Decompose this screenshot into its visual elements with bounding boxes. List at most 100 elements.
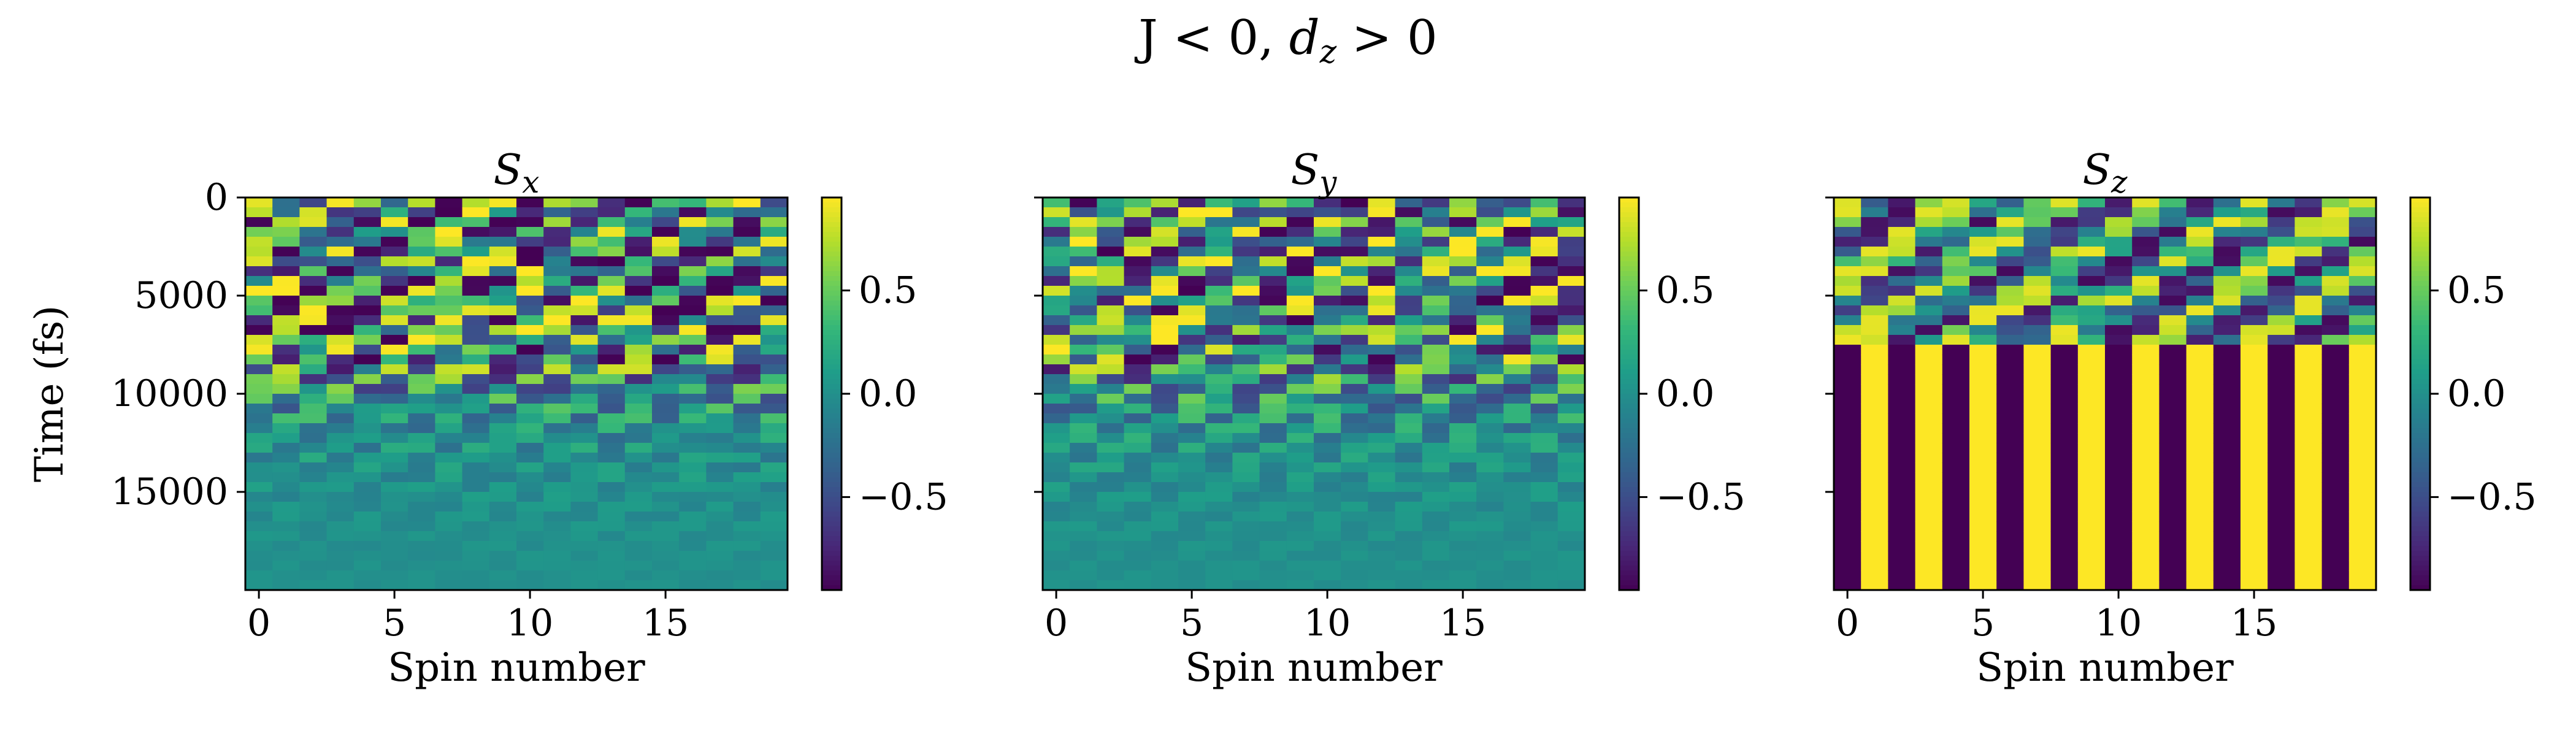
heatmap-cell [1232, 315, 1260, 326]
heatmap-cell [652, 315, 680, 326]
heatmap-cell [1097, 296, 1125, 306]
colorbar-step [2410, 482, 2430, 488]
heatmap-cell [624, 413, 653, 424]
heatmap-cell [1942, 394, 1970, 404]
colorbar-step [1619, 565, 1639, 571]
colorbar-step [2410, 305, 2430, 311]
heatmap-cell [462, 256, 490, 267]
colorbar-step [1619, 492, 1639, 497]
heatmap-cell [299, 551, 328, 561]
heatmap-cell [597, 472, 626, 483]
heatmap-cell [1476, 325, 1504, 335]
heatmap-cell [435, 345, 463, 355]
heatmap-cell [1395, 561, 1423, 571]
heatmap-cell [299, 345, 328, 355]
heatmap-cell [1395, 551, 1423, 561]
heatmap-cell [624, 521, 653, 532]
heatmap-cell [760, 413, 788, 424]
heatmap-cell [733, 394, 761, 404]
heatmap-cell [2159, 364, 2187, 375]
heatmap-cell [1043, 355, 1070, 365]
heatmap-cell [760, 443, 788, 453]
heatmap-cell [624, 482, 653, 493]
colorbar-step [822, 374, 841, 380]
heatmap-cell [516, 580, 544, 591]
heatmap-cell [1530, 462, 1558, 473]
heatmap-cell [299, 561, 328, 571]
heatmap-cell [353, 472, 381, 483]
heatmap-cell [408, 374, 435, 385]
heatmap-cell [1476, 394, 1504, 404]
heatmap-cell [1861, 531, 1888, 542]
heatmap-cell [624, 374, 653, 385]
heatmap-cell [1996, 492, 2024, 502]
heatmap-cell [624, 355, 653, 365]
heatmap-cell [245, 394, 273, 404]
colorbar-step [1619, 247, 1639, 252]
heatmap-cell [652, 492, 680, 502]
heatmap-cell [1969, 492, 1997, 502]
heatmap-cell [2023, 325, 2052, 335]
heatmap-cell [2294, 502, 2323, 512]
heatmap-cell [245, 296, 273, 306]
heatmap-cell [381, 197, 408, 208]
heatmap-cell [272, 217, 300, 228]
heatmap-cell [679, 492, 707, 502]
heatmap-cell [679, 305, 707, 316]
heatmap-cell [570, 570, 599, 581]
heatmap-cell [1341, 570, 1368, 581]
heatmap-cell [679, 394, 707, 404]
heatmap-cell [543, 247, 571, 257]
heatmap-cell [2241, 443, 2268, 453]
heatmap-cell [2348, 404, 2377, 414]
heatmap-cell [1070, 443, 1097, 453]
heatmap-cell [2348, 345, 2377, 355]
heatmap-cell [326, 315, 355, 326]
heatmap-cell [652, 197, 680, 208]
heatmap-cell [435, 433, 463, 443]
heatmap-cell [679, 541, 707, 551]
heatmap-cell [2321, 384, 2350, 394]
heatmap-cell [2213, 315, 2241, 326]
heatmap-cell [1178, 551, 1206, 561]
heatmap-cell [2241, 462, 2268, 473]
heatmap-cell [543, 531, 571, 542]
heatmap-cell [597, 345, 626, 355]
heatmap-cell [1395, 256, 1423, 267]
heatmap-cell [733, 482, 761, 493]
heatmap-cell [1205, 355, 1233, 365]
heatmap-cell [1861, 355, 1888, 365]
heatmap-cell [679, 561, 707, 571]
heatmap-cell [1178, 345, 1206, 355]
heatmap-cell [2213, 197, 2241, 208]
colorbar-step [822, 256, 841, 262]
heatmap-cell [1915, 570, 1943, 581]
colorbar-step [2410, 335, 2430, 340]
heatmap-cell [1915, 197, 1943, 208]
colorbar-step [1619, 315, 1639, 321]
heatmap-cell [462, 217, 490, 228]
heatmap-cell [1070, 227, 1097, 237]
heatmap-cell [706, 384, 734, 394]
heatmap-cell [1205, 394, 1233, 404]
heatmap-cell [2077, 541, 2106, 551]
heatmap-cell [1395, 453, 1423, 463]
heatmap-cell [1205, 423, 1233, 434]
heatmap-cell [1861, 207, 1888, 218]
heatmap-cell [2213, 472, 2241, 483]
heatmap-cell [2213, 521, 2241, 532]
heatmap-cell [1314, 433, 1341, 443]
colorbar-step [822, 428, 841, 434]
heatmap-cell [1969, 286, 1997, 296]
heatmap-cell [2321, 276, 2350, 286]
heatmap-cell [2241, 512, 2268, 522]
heatmap-cell [733, 551, 761, 561]
heatmap-cell [2105, 364, 2133, 375]
heatmap-cell [326, 266, 355, 277]
heatmap-cell [543, 305, 571, 316]
heatmap-cell [679, 512, 707, 522]
heatmap-cell [1422, 394, 1450, 404]
heatmap-cell [2267, 531, 2295, 542]
heatmap-cell [1259, 247, 1287, 257]
heatmap-cell [489, 453, 517, 463]
